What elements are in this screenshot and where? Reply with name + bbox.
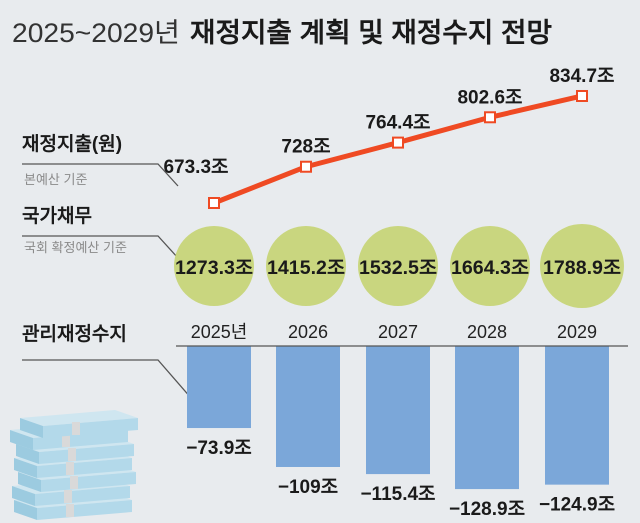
bar-label: 관리재정수지 [22, 323, 127, 345]
bar-data-label: −124.9조 [539, 495, 615, 516]
debt-bubble [450, 226, 530, 306]
line-data-label: 802.6조 [457, 87, 522, 108]
bubble-data-label: 1788.9조 [543, 258, 621, 279]
line-point [576, 89, 588, 102]
bar-data-label: −73.9조 [186, 438, 252, 459]
debt-bubble [266, 226, 346, 306]
balance-bar [545, 346, 609, 485]
bar-category-label: 2026 [288, 322, 328, 342]
line-data-label: 673.3조 [163, 157, 228, 178]
bar-data-label: −115.4조 [360, 484, 435, 505]
line-point [300, 160, 312, 173]
bar-category-label: 2029 [557, 322, 597, 342]
bubble-label: 국가채무 [22, 205, 92, 227]
line-point [208, 197, 220, 209]
debt-bubble [358, 226, 438, 306]
bar-data-label: −109조 [278, 477, 338, 498]
debt-bubble [174, 226, 254, 306]
bubble-data-label: 1415.2조 [267, 258, 345, 279]
line-data-label: 764.4조 [365, 113, 430, 134]
line-point [392, 136, 404, 149]
bar-category-label: 2028 [467, 322, 507, 342]
money-stack-icon [10, 410, 138, 520]
bubble-data-label: 1532.5조 [359, 258, 437, 279]
bubble-data-label: 1273.3조 [175, 258, 253, 279]
bar-data-label: −128.9조 [449, 499, 525, 520]
balance-bar [187, 346, 251, 429]
debt-bubble [540, 224, 624, 308]
title-main: 재정지출 계획 및 재정수지 전망 [190, 18, 552, 48]
line-point [484, 111, 496, 124]
line-label-leader [22, 163, 179, 187]
bubble-data-label: 1664.3조 [451, 258, 529, 279]
line-data-label: 834.7조 [549, 66, 614, 87]
balance-bar [366, 346, 430, 475]
bar-category-label: 2027 [378, 322, 418, 342]
line-sublabel: 본예산 기준 [24, 172, 87, 187]
bubble-label-leader [22, 235, 179, 259]
line-data-label: 728조 [281, 137, 330, 158]
bubble-sublabel: 국회 확정예산 기준 [24, 240, 127, 255]
balance-bar [455, 346, 519, 490]
title-prefix: 2025~2029년 [12, 18, 180, 48]
bar-category-label: 2025년 [191, 322, 248, 342]
line-label: 재정지출(원) [22, 133, 122, 155]
bar-label-leader [22, 359, 199, 407]
balance-bar [276, 346, 340, 467]
